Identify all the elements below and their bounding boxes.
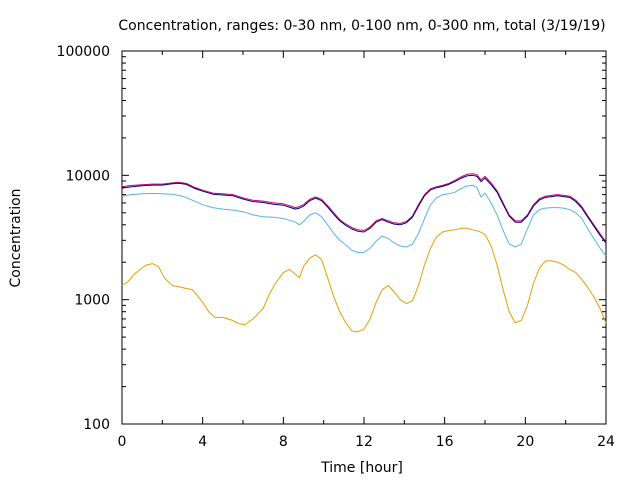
x-tick-label: 20 [516, 434, 534, 450]
x-tick-label: 24 [597, 434, 615, 450]
y-tick-label: 1000 [74, 293, 110, 309]
x-tick-label: 16 [436, 434, 454, 450]
x-axis-title: Time [hour] [320, 460, 403, 476]
y-axis-title: Concentration [8, 188, 24, 287]
series-group [121, 173, 607, 333]
x-tick-label: 0 [118, 434, 127, 450]
x-tick-label: 8 [279, 434, 288, 450]
x-tick-label: 4 [198, 434, 207, 450]
plot-frame [121, 50, 607, 425]
series-line-2 [121, 184, 607, 257]
y-tick-label: 100000 [57, 44, 110, 60]
y-tick-label: 10000 [65, 168, 110, 184]
tick-labels: 0 4 8 12 16 20 24 100 1000 10000 100000 [57, 44, 615, 450]
series-line-4 [121, 174, 607, 244]
series-line-1 [121, 227, 607, 333]
x-tick-label: 12 [355, 434, 373, 450]
series-line-3 [121, 173, 607, 243]
chart-title: Concentration, ranges: 0-30 nm, 0-100 nm… [118, 18, 605, 34]
axis-ticks [121, 50, 607, 425]
y-tick-label: 100 [83, 417, 110, 433]
